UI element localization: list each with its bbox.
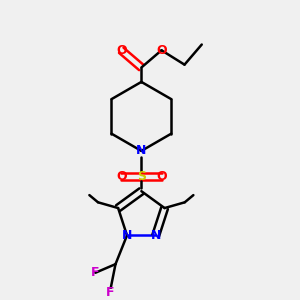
Text: N: N: [136, 144, 147, 158]
Text: O: O: [116, 44, 127, 57]
Text: F: F: [106, 286, 114, 299]
Text: O: O: [156, 44, 167, 57]
Text: O: O: [116, 170, 127, 183]
Text: N: N: [151, 229, 161, 242]
Text: F: F: [91, 266, 100, 279]
Text: S: S: [137, 170, 146, 183]
Text: O: O: [156, 170, 167, 183]
Text: N: N: [122, 229, 132, 242]
